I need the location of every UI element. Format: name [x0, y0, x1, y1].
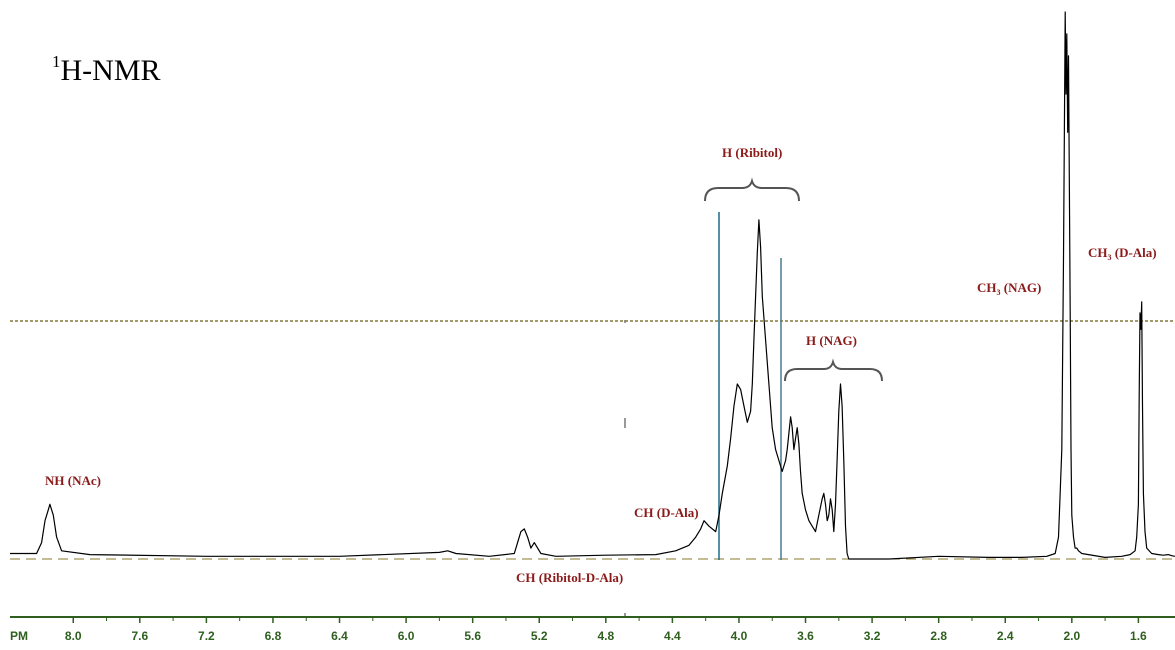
ribitol-bracket — [704, 177, 800, 202]
annotation-ch3-d-ala-base: CH — [1088, 245, 1108, 260]
x-tick-label-0: 8.0 — [65, 629, 82, 643]
annotation-ch3-nag-sub: 3 — [997, 288, 1001, 297]
annotation-ch3-nag-base: CH — [977, 280, 997, 295]
x-tick-label-10: 4.0 — [731, 629, 748, 643]
spectrum-trace-1 — [10, 11, 1175, 560]
x-tick-label-4: 6.4 — [331, 629, 348, 643]
annotation-ch3-nag-suffix: (NAG) — [1001, 280, 1042, 295]
x-tick-label-9: 4.4 — [664, 629, 681, 643]
annotation-ch-ribitol-d-ala: CH (Ribitol-D-Ala) — [516, 570, 623, 585]
x-tick-label-7: 5.2 — [531, 629, 548, 643]
annotation-ch3-d-ala-suffix: (D-Ala) — [1112, 245, 1157, 260]
chart-title: 1H-NMR — [52, 52, 161, 87]
annotation-h-nag: H (NAG) — [806, 333, 857, 348]
annotation-ch3-d-ala: CH3 (D-Ala) — [1088, 245, 1157, 262]
x-tick-label-15: 2.0 — [1063, 629, 1080, 643]
annotation-h-ribitol: H (Ribitol) — [722, 145, 782, 160]
title-text: H-NMR — [61, 54, 161, 87]
annotation-ch3-d-ala-sub: 3 — [1108, 253, 1112, 262]
peak-annotations: NH (NAc) CH (D-Ala) CH (Ribitol-D-Ala) H… — [45, 145, 1157, 585]
x-tick-label-6: 5.6 — [464, 629, 481, 643]
x-tick-label-3: 6.8 — [265, 629, 282, 643]
x-tick-label-5: 6.0 — [398, 629, 415, 643]
nag-bracket — [784, 358, 883, 382]
x-tick-label-11: 3.6 — [797, 629, 814, 643]
x-tick-label-13: 2.8 — [930, 629, 947, 643]
x-tick-label-2: 7.2 — [198, 629, 215, 643]
title-superscript: 1 — [52, 52, 61, 71]
x-axis: PM 8.0 7.6 7.2 6.8 6.4 6.0 5.6 5.2 4.8 4.4 4.0 3.6 3… — [10, 616, 1175, 643]
x-tick-label-1: 7.6 — [131, 629, 148, 643]
x-tick-label-8: 4.8 — [597, 629, 614, 643]
x-tick-label-14: 2.4 — [997, 629, 1014, 643]
spectrum-trace-group — [10, 11, 1175, 560]
annotation-nh-nac: NH (NAc) — [45, 473, 101, 488]
x-tick-label-12: 3.2 — [864, 629, 881, 643]
annotation-ch3-nag: CH3 (NAG) — [977, 280, 1041, 297]
x-tick-label-16: 1.6 — [1130, 629, 1147, 643]
x-axis-label: PM — [10, 629, 28, 643]
annotation-ch-d-ala: CH (D-Ala) — [634, 505, 699, 520]
